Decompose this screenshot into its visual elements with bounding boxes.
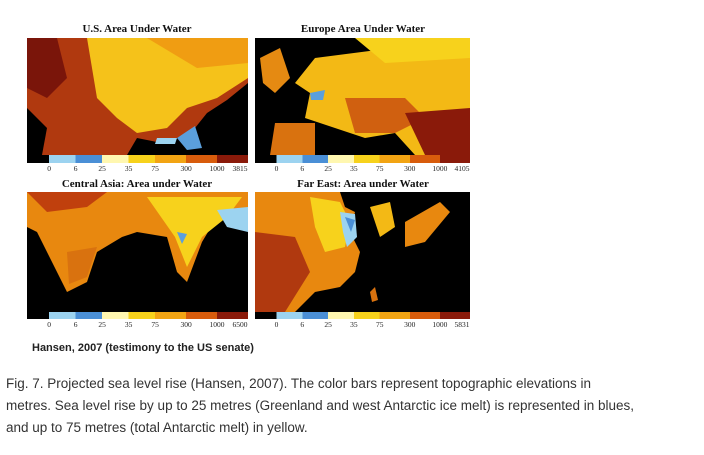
caption-line: metres. Sea level rise by up to 25 metre… <box>6 398 634 413</box>
credit: Hansen, 2007 (testimony to the US senate… <box>32 342 254 354</box>
color-bar-tick-label: 6 <box>300 320 304 329</box>
map <box>27 38 248 155</box>
color-bar-tick-label: 25 <box>324 164 332 173</box>
color-bar-tick-label: 35 <box>125 320 133 329</box>
color-bar-tick-label: 6 <box>300 164 304 173</box>
color-bar-tick-label: 75 <box>151 320 159 329</box>
panel-title: Central Asia: Area under Water <box>62 178 212 190</box>
color-bar-tick-label: 300 <box>404 320 416 329</box>
color-bar-tick-label: 35 <box>350 164 358 173</box>
color-bar-tick-label: 300 <box>404 164 416 173</box>
map <box>27 192 248 312</box>
panel: Europe Area Under Water <box>255 23 470 163</box>
map <box>255 192 470 312</box>
color-bar-tick-label: 35 <box>350 320 358 329</box>
color-bar-tick-label: 5831 <box>455 320 470 329</box>
color-bar-tick-label: 35 <box>125 164 133 173</box>
color-bar-tick-label: 25 <box>324 320 332 329</box>
color-bar-tick-label: 0 <box>275 320 279 329</box>
color-bar-tick-label: 75 <box>151 164 159 173</box>
map <box>255 38 470 155</box>
color-bar-tick-label: 75 <box>376 320 384 329</box>
color-bar-tick-label: 75 <box>376 164 384 173</box>
color-bar-tick-label: 4105 <box>455 164 470 173</box>
color-bar-tick-label: 1000 <box>432 164 447 173</box>
panel-title: Far East: Area under Water <box>297 178 429 190</box>
caption-line: Fig. 7. Projected sea level rise (Hansen… <box>6 376 591 391</box>
panel: Far East: Area under Water <box>255 178 470 319</box>
color-bar-tick-label: 1000 <box>210 320 225 329</box>
color-bar <box>27 312 248 319</box>
color-bar-tick-label: 3815 <box>233 164 248 173</box>
color-bar-tick-label: 6500 <box>233 320 248 329</box>
color-bar-tick-label: 25 <box>98 320 106 329</box>
panel: Central Asia: Area under Water <box>27 178 248 319</box>
color-bar <box>27 155 248 163</box>
color-bar-tick-label: 6 <box>74 164 78 173</box>
color-bar-tick-label: 25 <box>98 164 106 173</box>
panel-title: Europe Area Under Water <box>301 23 425 35</box>
color-bar-tick-label: 1000 <box>432 320 447 329</box>
color-bar-tick-label: 6 <box>74 320 78 329</box>
color-bar <box>255 312 470 319</box>
panel-title: U.S. Area Under Water <box>82 23 191 35</box>
color-bar-tick-label: 300 <box>180 320 192 329</box>
color-bar-tick-label: 1000 <box>210 164 225 173</box>
caption-line: and up to 75 metres (total Antarctic mel… <box>6 420 308 435</box>
color-bar <box>255 155 470 163</box>
color-bar-tick-label: 0 <box>275 164 279 173</box>
color-bar-tick-label: 300 <box>180 164 192 173</box>
color-bar-tick-label: 0 <box>47 164 51 173</box>
panel: U.S. Area Under Water <box>27 23 248 163</box>
color-bar-tick-label: 0 <box>47 320 51 329</box>
